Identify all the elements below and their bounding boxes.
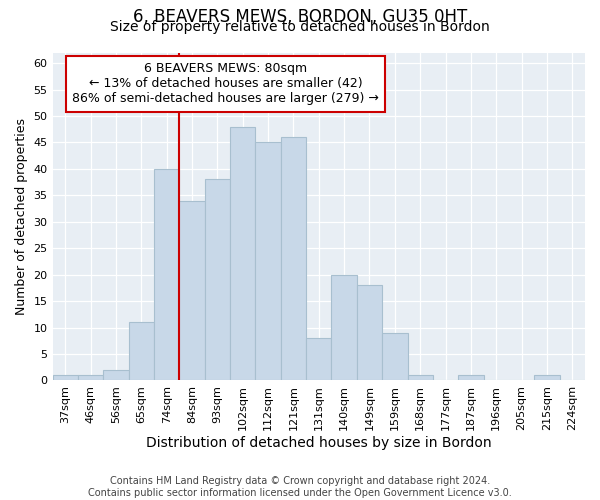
Bar	[382, 333, 407, 380]
Bar	[103, 370, 128, 380]
Bar	[357, 285, 382, 380]
Text: 6 BEAVERS MEWS: 80sqm
← 13% of detached houses are smaller (42)
86% of semi-deta: 6 BEAVERS MEWS: 80sqm ← 13% of detached …	[72, 62, 379, 106]
Bar	[256, 142, 281, 380]
Bar	[230, 126, 256, 380]
Bar	[53, 375, 78, 380]
Bar	[331, 274, 357, 380]
Y-axis label: Number of detached properties: Number of detached properties	[15, 118, 28, 315]
Bar	[306, 338, 331, 380]
Bar	[407, 375, 433, 380]
Bar	[534, 375, 560, 380]
Bar	[205, 180, 230, 380]
Bar	[78, 375, 103, 380]
Bar	[179, 200, 205, 380]
Text: 6, BEAVERS MEWS, BORDON, GU35 0HT: 6, BEAVERS MEWS, BORDON, GU35 0HT	[133, 8, 467, 26]
Text: Contains HM Land Registry data © Crown copyright and database right 2024.
Contai: Contains HM Land Registry data © Crown c…	[88, 476, 512, 498]
Bar	[458, 375, 484, 380]
Bar	[281, 137, 306, 380]
Bar	[154, 169, 179, 380]
X-axis label: Distribution of detached houses by size in Bordon: Distribution of detached houses by size …	[146, 436, 491, 450]
Bar	[128, 322, 154, 380]
Text: Size of property relative to detached houses in Bordon: Size of property relative to detached ho…	[110, 20, 490, 34]
